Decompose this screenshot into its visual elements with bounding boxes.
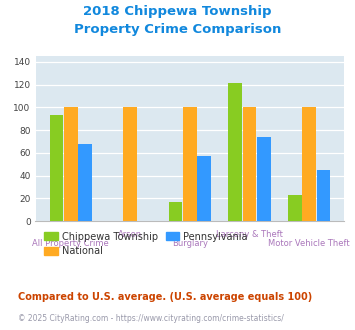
Bar bbox=[197, 156, 211, 221]
Text: Compared to U.S. average. (U.S. average equals 100): Compared to U.S. average. (U.S. average … bbox=[18, 292, 312, 302]
Bar bbox=[302, 107, 316, 221]
Bar bbox=[64, 107, 77, 221]
Text: Burglary: Burglary bbox=[172, 239, 208, 248]
Bar bbox=[50, 115, 63, 221]
Bar bbox=[257, 137, 271, 221]
Text: Property Crime Comparison: Property Crime Comparison bbox=[74, 23, 281, 36]
Bar bbox=[228, 83, 242, 221]
Bar bbox=[78, 144, 92, 221]
Text: Arson: Arson bbox=[118, 230, 142, 239]
Text: © 2025 CityRating.com - https://www.cityrating.com/crime-statistics/: © 2025 CityRating.com - https://www.city… bbox=[18, 314, 284, 323]
Text: Larceny & Theft: Larceny & Theft bbox=[216, 230, 283, 239]
Legend: Chippewa Township, National, Pennsylvania: Chippewa Township, National, Pennsylvani… bbox=[40, 228, 252, 260]
Text: Motor Vehicle Theft: Motor Vehicle Theft bbox=[268, 239, 350, 248]
Bar bbox=[288, 195, 302, 221]
Bar bbox=[183, 107, 197, 221]
Text: All Property Crime: All Property Crime bbox=[32, 239, 109, 248]
Text: 2018 Chippewa Township: 2018 Chippewa Township bbox=[83, 5, 272, 18]
Bar bbox=[124, 107, 137, 221]
Bar bbox=[169, 202, 182, 221]
Bar bbox=[317, 170, 330, 221]
Bar bbox=[243, 107, 256, 221]
